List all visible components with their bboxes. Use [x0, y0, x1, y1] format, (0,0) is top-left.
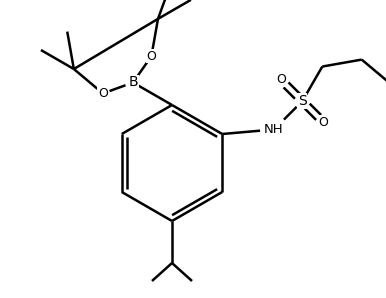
Text: O: O — [318, 116, 328, 129]
Text: O: O — [146, 50, 156, 63]
Text: NH: NH — [264, 123, 284, 136]
Text: B: B — [128, 75, 138, 89]
Text: S: S — [298, 94, 307, 108]
Text: O: O — [98, 87, 108, 100]
Text: O: O — [276, 74, 286, 86]
